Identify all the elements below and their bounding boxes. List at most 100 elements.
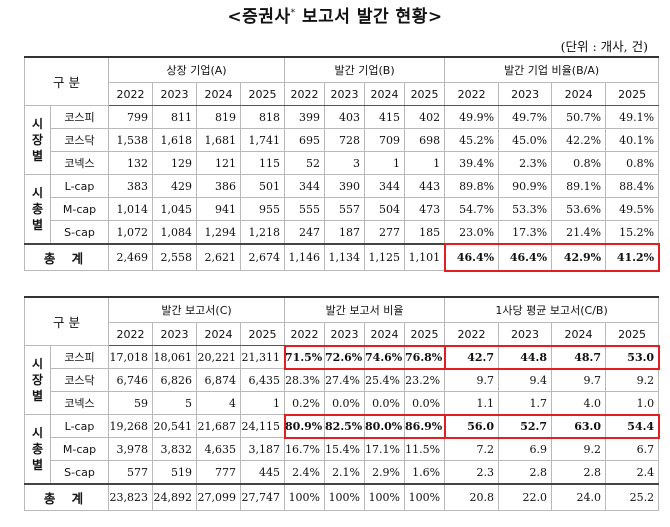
table-row: 코넥스 59 5 4 1 0.2% 0.0% 0.0% 0.0% 1.1 1.7 4.0 1.0 [25,391,660,415]
table2-year-header: 2022 [284,322,326,346]
table2-cell: 3,978 [108,437,154,461]
table1-cell: 53.3% [498,197,553,221]
table2-cell: 23.2% [404,368,446,392]
table1-cell: 3 [324,151,366,175]
table1-cell: 88.4% [605,174,660,198]
table1-cell: 386 [196,174,242,198]
table2-cell: 53.0 [605,345,660,369]
table2-cell: 4 [196,391,242,415]
table1-total-cell: 42.9% [551,243,607,271]
table2-cell: 9.2 [551,437,607,461]
table-listed-vs-publishing-companies: 구 분 상장 기업(A) 발간 기업(B) 발간 기업 비율(B/A) 2022 2023… [23,56,660,271]
table1-cell: 45.2% [444,128,500,152]
table-row: 코넥스 132 129 121 115 52 3 1 1 39.4% 2.3% 0.8% 0.8% [25,151,660,175]
table1-cell: 132 [108,151,154,175]
table1-cell: 42.2% [551,128,607,152]
table1-year-header: 2024 [364,82,406,106]
table1-cell: 811 [152,105,198,129]
table2-cell: 2.4 [605,460,660,485]
table1-cell: 1 [364,151,406,175]
table2-group-header: 발간 보고서 비율 [284,296,446,323]
table2-total-cell: 27,747 [240,483,286,511]
table1-group-header: 발간 기업 비율(B/A) [444,56,660,83]
table2-cell: 9.7 [551,368,607,392]
table1-year-header: 2024 [551,82,607,106]
table2-cell: 82.5% [324,414,366,438]
unit-label: (단위 : 개사, 건) [560,39,648,54]
table1-corner-header: 구 분 [23,56,110,106]
table1-cell: 23.0% [444,220,500,245]
table1-cell: 818 [240,105,286,129]
table1-cell: 709 [364,128,406,152]
table-row: 코스닥 6,746 6,826 6,874 6,435 28.3% 27.4% 25.4% 23… [25,368,660,392]
table1-cell: 187 [324,220,366,245]
table2-cell: 54.4 [605,414,660,438]
table2-cell: 19,268 [108,414,154,438]
table2-cell: 445 [240,460,286,485]
table2-cell: 6,746 [108,368,154,392]
table2-cell: 1.6% [404,460,446,485]
table1-cell: 344 [284,174,326,198]
table1-cell: 383 [108,174,154,198]
table2-cell: 44.8 [498,345,553,369]
table2-cell: 6.7 [605,437,660,461]
table2-total-cell: 23,823 [108,483,154,511]
table1-year-header: 2023 [324,82,366,106]
table2-cell: 56.0 [444,414,500,438]
table1-cell: 443 [404,174,446,198]
table1-cell: 403 [324,105,366,129]
table1-cell: 0.8% [605,151,660,175]
table1-cell: 390 [324,174,366,198]
table1-row-label: 코넥스 [49,151,110,175]
table1-cell: 402 [404,105,446,129]
table2-group-header: 1사당 평균 보고서(C/B) [444,296,660,323]
table2-total-cell: 24,892 [152,483,198,511]
table2-cell: 3,832 [152,437,198,461]
table1-total-cell: 1,134 [324,243,366,271]
table1-cell: 941 [196,197,242,221]
table2-total-cell: 25.2 [605,483,660,511]
table1-year-header: 2023 [498,82,553,106]
table2-year-header: 2022 [444,322,500,346]
table2-year-header: 2025 [240,322,286,346]
table2-cell: 2.4% [284,460,326,485]
table2-cell: 76.8% [404,345,446,369]
table1-row-label: 코스닥 [49,128,110,152]
table2-total-cell: 24.0 [551,483,607,511]
table1-cell: 1,218 [240,220,286,245]
table1-cell: 1 [404,151,446,175]
table2-cell: 28.3% [284,368,326,392]
table2-cell: 63.0 [551,414,607,438]
table1-year-header: 2022 [284,82,326,106]
table1-cell: 40.1% [605,128,660,152]
table1-row-label: 코스피 [49,105,110,129]
title-footnote-mark: * [290,8,296,19]
table2-cell: 3,187 [240,437,286,461]
table2-cell: 72.6% [324,345,366,369]
table1-group-header: 상장 기업(A) [108,56,286,83]
table2-cell: 25.4% [364,368,406,392]
table2-cell: 80.9% [284,414,326,438]
table2-total-cell: 100% [364,483,406,511]
table2-cell: 6,874 [196,368,242,392]
table2-total-cell: 100% [324,483,366,511]
table1-cell: 129 [152,151,198,175]
table1-group-header: 발간 기업(B) [284,56,446,83]
table1-year-header: 2022 [108,82,154,106]
table2-total-cell: 22.0 [498,483,553,511]
table2-cell: 1.0 [605,391,660,415]
table1-cell: 17.3% [498,220,553,245]
table2-cell: 71.5% [284,345,326,369]
table2-cell: 86.9% [404,414,446,438]
table2-cell: 2.1% [324,460,366,485]
table1-total-cell: 2,469 [108,243,154,271]
table2-cell: 1.1 [444,391,500,415]
table2-cell: 777 [196,460,242,485]
table2-year-header: 2023 [498,322,553,346]
table2-cell: 11.5% [404,437,446,461]
table1-cell: 49.9% [444,105,500,129]
table1-cell: 1,084 [152,220,198,245]
table2-cell: 4,635 [196,437,242,461]
